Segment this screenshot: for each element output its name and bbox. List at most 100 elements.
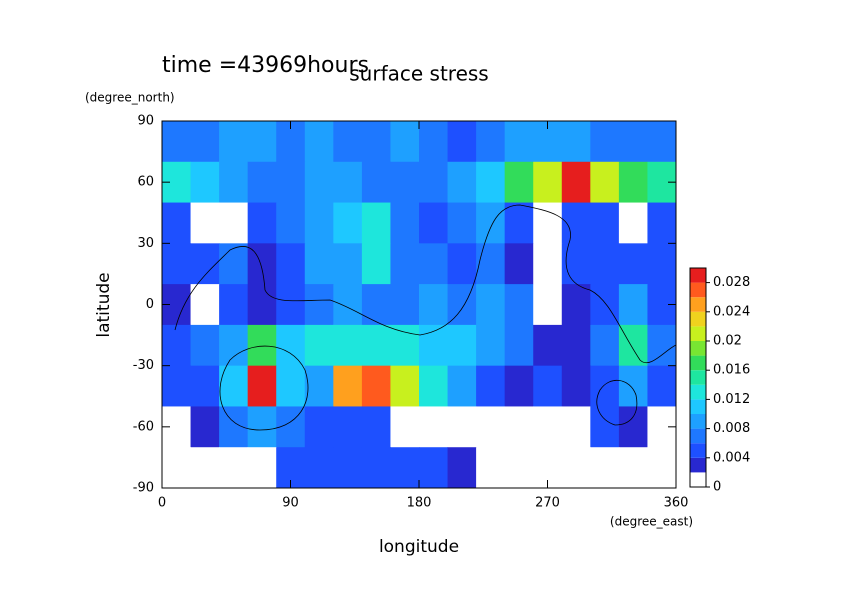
field-cell	[333, 324, 363, 367]
y-tick-label: 30	[137, 236, 154, 251]
field-cell	[447, 284, 477, 326]
colorbar-segment	[690, 282, 706, 298]
field-cell	[647, 324, 677, 367]
field-cell	[419, 284, 449, 326]
field-cell	[190, 324, 220, 367]
field-cell	[419, 161, 449, 204]
field-cell	[618, 406, 648, 448]
field-cell	[504, 406, 534, 448]
field-cell	[190, 243, 220, 285]
y-tick-label: 0	[146, 297, 154, 312]
y-tick-label: -30	[133, 358, 154, 373]
field-cell	[276, 243, 306, 285]
field-cell	[219, 324, 249, 367]
x-tick-label: 0	[158, 496, 166, 511]
colorbar-tick-label: 0.008	[713, 421, 750, 436]
field-cell	[561, 447, 591, 489]
colorbar-tick-label: 0.016	[713, 363, 750, 378]
field-cell	[304, 121, 334, 163]
field-cell	[618, 243, 648, 285]
field-cell	[447, 406, 477, 448]
field-cell	[361, 161, 391, 204]
field-cell	[390, 202, 420, 244]
field-cell	[390, 284, 420, 326]
colorbar-segment	[690, 355, 706, 371]
field-cell	[276, 284, 306, 326]
field-cell	[190, 284, 220, 326]
x-units: (degree_east)	[610, 515, 693, 529]
field-cell	[162, 121, 192, 163]
field-cell	[618, 365, 648, 407]
coastlines	[174, 204, 677, 431]
field-cell	[333, 406, 363, 448]
colorbar-segment	[690, 472, 706, 487]
y-tick-label: 90	[137, 114, 154, 129]
field-cell	[419, 365, 449, 407]
field-cell	[247, 324, 277, 367]
field-cell	[590, 243, 620, 285]
field-cell	[390, 324, 420, 367]
field-cell	[333, 161, 363, 204]
field-cell	[219, 284, 249, 326]
field-cell	[247, 284, 277, 326]
field-cell	[476, 121, 506, 163]
field-cell	[162, 243, 192, 285]
field-cell	[333, 447, 363, 489]
field-cell	[504, 365, 534, 407]
field-cell	[590, 202, 620, 244]
field-cell	[447, 121, 477, 163]
field-cell	[504, 121, 534, 163]
field-cell	[647, 365, 677, 407]
colorbar-tick-label: 0.004	[713, 450, 750, 465]
field-cell	[219, 161, 249, 204]
field-cell	[504, 447, 534, 489]
coastline	[174, 204, 677, 363]
field-cell	[304, 365, 334, 407]
field-cell	[304, 406, 334, 448]
field-cell	[561, 202, 591, 244]
field-cell	[419, 406, 449, 448]
field-cell	[276, 161, 306, 204]
field-cell	[361, 284, 391, 326]
field-cell	[247, 406, 277, 448]
field-cell	[447, 447, 477, 489]
field-cell	[647, 121, 677, 163]
field-cell	[276, 365, 306, 407]
field-cell	[590, 365, 620, 407]
chart-subtitle: time =43969hours	[162, 53, 369, 78]
coastline	[219, 345, 309, 431]
field-cell	[533, 324, 563, 367]
colorbar-segment	[690, 384, 706, 400]
colorbar-tick-label: 0.012	[713, 392, 750, 407]
field-cell	[333, 284, 363, 326]
field-cell	[304, 447, 334, 489]
field-cell	[361, 447, 391, 489]
field-cell	[561, 243, 591, 285]
field-cell	[533, 284, 563, 326]
field-cell	[618, 447, 648, 489]
field-cell	[333, 365, 363, 407]
x-tick-label: 270	[535, 496, 560, 511]
field-cell	[647, 202, 677, 244]
field-cell	[304, 324, 334, 367]
colorbar-frame	[689, 267, 707, 488]
field-cell	[190, 161, 220, 204]
field-cell	[390, 447, 420, 489]
field-cell	[447, 324, 477, 367]
field-cell	[647, 447, 677, 489]
field-cell	[304, 284, 334, 326]
field-cell	[190, 202, 220, 244]
field-cell	[162, 202, 192, 244]
field-cell	[533, 406, 563, 448]
field-cell	[333, 121, 363, 163]
colorbar-segment	[690, 370, 706, 385]
y-tick-label: -60	[133, 419, 154, 434]
colorbar-segment	[690, 341, 706, 356]
field-cell	[219, 121, 249, 163]
x-tick-label: 180	[407, 496, 432, 511]
field-cell	[390, 406, 420, 448]
y-tick-label: 60	[137, 175, 154, 190]
field-cell	[533, 161, 563, 204]
field-cell	[476, 202, 506, 244]
